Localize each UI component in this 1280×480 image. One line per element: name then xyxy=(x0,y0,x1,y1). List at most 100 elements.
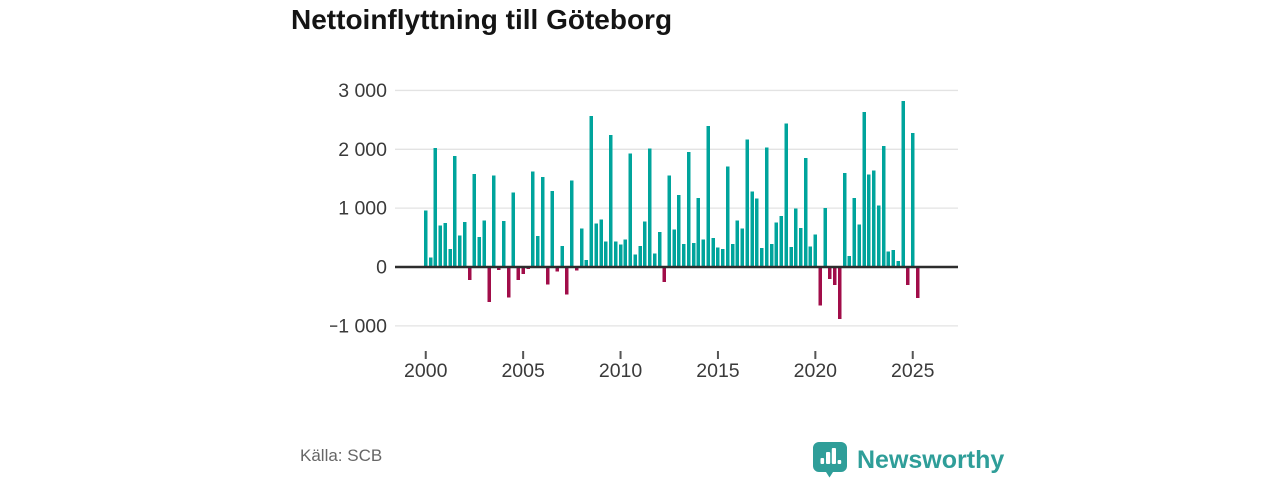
bar-2003Q1 xyxy=(482,220,486,267)
bar-2023Q1 xyxy=(872,170,876,267)
bar-2024Q1 xyxy=(891,249,896,267)
bar-2004Q2 xyxy=(506,267,511,298)
bar-2021Q3 xyxy=(842,172,847,267)
bar-2022Q2 xyxy=(857,224,861,267)
x-axis-label: 2020 xyxy=(794,360,838,382)
bar-2001Q2 xyxy=(448,248,452,267)
y-axis-label: 0 xyxy=(376,257,387,279)
x-axis-label: 2025 xyxy=(891,360,935,382)
bar-2014Q2 xyxy=(701,239,706,267)
bar-2008Q3 xyxy=(589,116,594,268)
newsworthy-logo-icon xyxy=(813,442,847,478)
y-axis-label: 2 000 xyxy=(338,139,387,161)
bar-2020Q2 xyxy=(818,267,822,306)
y-axis-label: 3 000 xyxy=(338,80,387,102)
y-axis-label: 1 000 xyxy=(338,198,387,220)
bar-2007Q1 xyxy=(560,245,564,267)
bar-2002Q3 xyxy=(472,174,477,267)
bar-2024Q3 xyxy=(901,101,905,267)
bar-2007Q4 xyxy=(574,267,579,271)
bar-2006Q4 xyxy=(555,267,559,272)
bar-2022Q3 xyxy=(862,112,866,267)
bar-2003Q2 xyxy=(487,267,491,303)
bar-2016Q2 xyxy=(740,228,745,267)
bar-2001Q4 xyxy=(458,235,462,267)
bar-2021Q1 xyxy=(833,267,837,286)
bar-2015Q1 xyxy=(716,247,720,267)
bar-2009Q4 xyxy=(613,241,618,267)
bar-2018Q4 xyxy=(789,246,793,267)
bar-2000Q2 xyxy=(428,257,433,267)
bar-2009Q2 xyxy=(604,241,608,267)
bar-2013Q1 xyxy=(677,194,681,267)
bar-2000Q3 xyxy=(433,148,438,267)
bar-2016Q3 xyxy=(745,139,749,267)
bar-2001Q1 xyxy=(443,223,447,267)
bar-2007Q2 xyxy=(565,267,569,295)
bar-2010Q1 xyxy=(618,244,623,267)
bar-2021Q4 xyxy=(847,256,852,267)
newsworthy-logo: Newsworthy xyxy=(812,441,1004,479)
bar-2014Q3 xyxy=(706,126,710,267)
bar-2023Q2 xyxy=(876,205,881,267)
bar-2018Q3 xyxy=(784,123,788,267)
bar-2004Q3 xyxy=(511,192,516,267)
newsworthy-wordmark: Newsworthy xyxy=(857,445,1005,474)
bar-2006Q2 xyxy=(545,267,550,285)
bar-2016Q1 xyxy=(735,220,740,267)
bar-2013Q3 xyxy=(686,152,691,267)
bar-2017Q4 xyxy=(769,243,774,267)
bar-2010Q4 xyxy=(633,254,637,267)
bar-2006Q1 xyxy=(540,176,545,267)
bar-2011Q1 xyxy=(638,246,642,267)
y-axis-label: −1 000 xyxy=(330,315,387,337)
bar-2012Q4 xyxy=(672,229,676,267)
bar-2022Q1 xyxy=(852,197,857,267)
bar-2011Q4 xyxy=(652,253,657,267)
bar-2025Q2 xyxy=(915,267,920,299)
bar-2008Q2 xyxy=(584,259,589,267)
bar-2017Q1 xyxy=(755,198,759,267)
bar-2019Q1 xyxy=(794,208,798,267)
bar-2021Q2 xyxy=(837,267,842,319)
bar-2005Q3 xyxy=(531,171,535,267)
bar-2022Q4 xyxy=(867,174,871,267)
bar-2009Q1 xyxy=(599,219,603,267)
bar-2025Q1 xyxy=(911,132,915,267)
bar-2017Q3 xyxy=(764,147,769,267)
bar-2012Q2 xyxy=(662,267,667,283)
bar-2007Q3 xyxy=(570,180,574,267)
bar-2015Q4 xyxy=(730,243,735,267)
bar-2005Q4 xyxy=(536,236,540,267)
bar-2005Q1 xyxy=(521,267,525,275)
bar-2019Q2 xyxy=(798,228,803,267)
bar-2003Q4 xyxy=(497,267,501,271)
bar-2002Q4 xyxy=(477,236,482,267)
bar-2015Q2 xyxy=(721,248,725,267)
x-axis-label: 2000 xyxy=(404,360,448,382)
bar-2018Q1 xyxy=(774,222,779,267)
bar-chart: 3 000 2 000 1 000 0 −1 000 2000 2005 2010 2015 20… xyxy=(330,80,958,382)
bar-2003Q3 xyxy=(492,175,496,267)
bar-2001Q3 xyxy=(453,155,457,267)
bar-2008Q4 xyxy=(594,223,598,267)
bar-2024Q2 xyxy=(896,261,900,267)
bar-2018Q2 xyxy=(779,216,784,267)
source-note: Källa: SCB xyxy=(300,446,383,465)
bar-2020Q1 xyxy=(813,234,818,267)
bar-2006Q3 xyxy=(550,191,555,267)
x-axis-label: 2015 xyxy=(696,360,740,382)
bar-2004Q1 xyxy=(501,221,506,267)
x-axis-label: 2010 xyxy=(599,360,643,382)
bar-2000Q1 xyxy=(424,210,428,267)
bar-2008Q1 xyxy=(579,228,584,267)
bar-2016Q4 xyxy=(750,191,754,267)
bar-2019Q3 xyxy=(803,158,808,267)
bar-2014Q4 xyxy=(711,238,715,267)
bar-2004Q4 xyxy=(516,267,521,281)
chart-title: Nettoinflyttning till Göteborg xyxy=(291,4,673,35)
bar-2015Q3 xyxy=(725,166,730,267)
bar-2014Q1 xyxy=(696,197,701,267)
bar-2010Q3 xyxy=(628,153,633,267)
